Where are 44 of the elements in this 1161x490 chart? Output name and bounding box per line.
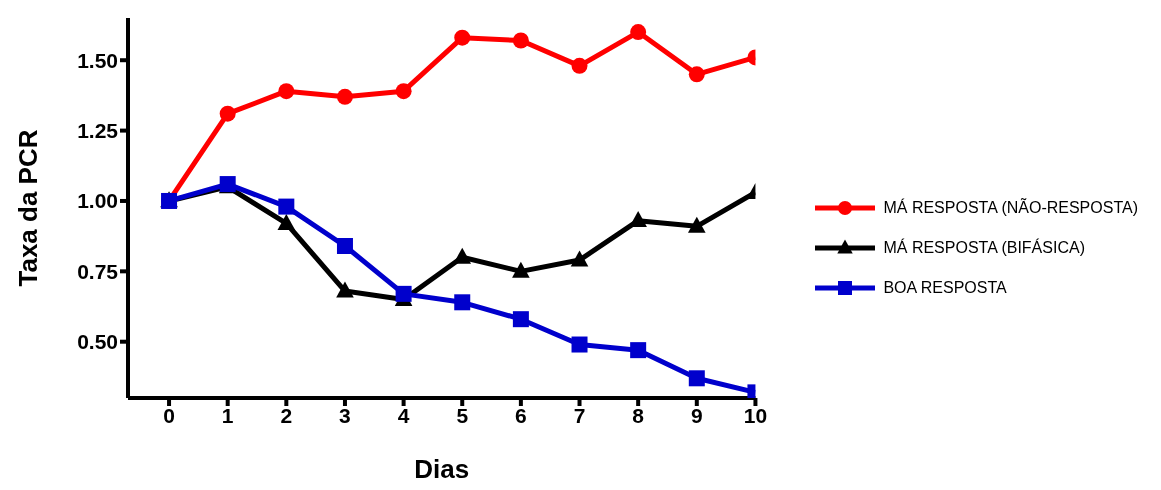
- point: [454, 294, 471, 311]
- point: [512, 261, 530, 278]
- y-tick-label: 1.00: [77, 189, 118, 213]
- point: [570, 250, 589, 267]
- point: [278, 198, 295, 215]
- x-tick-label: 6: [515, 403, 527, 427]
- point: [336, 238, 353, 254]
- legend-label: MÁ RESPOSTA (BIFÁSICA): [883, 239, 1085, 257]
- y-axis-title: Taxa da PCR: [13, 129, 44, 287]
- y-tick-label: 1.50: [77, 48, 118, 72]
- y-tick-label: 0.50: [77, 330, 118, 354]
- x-tick-label: 7: [573, 403, 586, 427]
- point: [277, 213, 296, 230]
- x-tick-label: 9: [690, 403, 703, 427]
- point: [571, 57, 588, 74]
- y-tick-label: 1.25: [77, 119, 119, 143]
- x-axis-title: Dias: [414, 454, 470, 484]
- x-tick-label: 5: [456, 403, 469, 427]
- point: [278, 83, 295, 100]
- x-tick-label: 8: [632, 403, 645, 427]
- point: [630, 24, 647, 41]
- point: [688, 370, 705, 387]
- point: [630, 342, 647, 359]
- point: [336, 281, 354, 298]
- point: [453, 247, 472, 264]
- point: [395, 285, 412, 302]
- point: [512, 311, 529, 328]
- point: [571, 336, 588, 353]
- point: [395, 83, 412, 100]
- x-tick-label: 3: [339, 403, 351, 427]
- point: [512, 32, 529, 49]
- point: [688, 216, 706, 233]
- x-tick-label: 2: [280, 403, 293, 427]
- x-tick-label: 0: [163, 403, 175, 427]
- point: [219, 105, 236, 122]
- point: [688, 66, 705, 83]
- point: [336, 88, 353, 105]
- y-tick-label: 0.75: [77, 259, 119, 283]
- x-tick-label: 10: [743, 403, 768, 427]
- x-tick-label: 1: [221, 403, 234, 427]
- legend-label: MÁ RESPOSTA (NÃO-RESPOSTA): [883, 199, 1138, 217]
- point: [454, 29, 471, 46]
- legend-label: BOA RESPOSTA: [883, 279, 1007, 297]
- x-tick-label: 4: [397, 403, 410, 427]
